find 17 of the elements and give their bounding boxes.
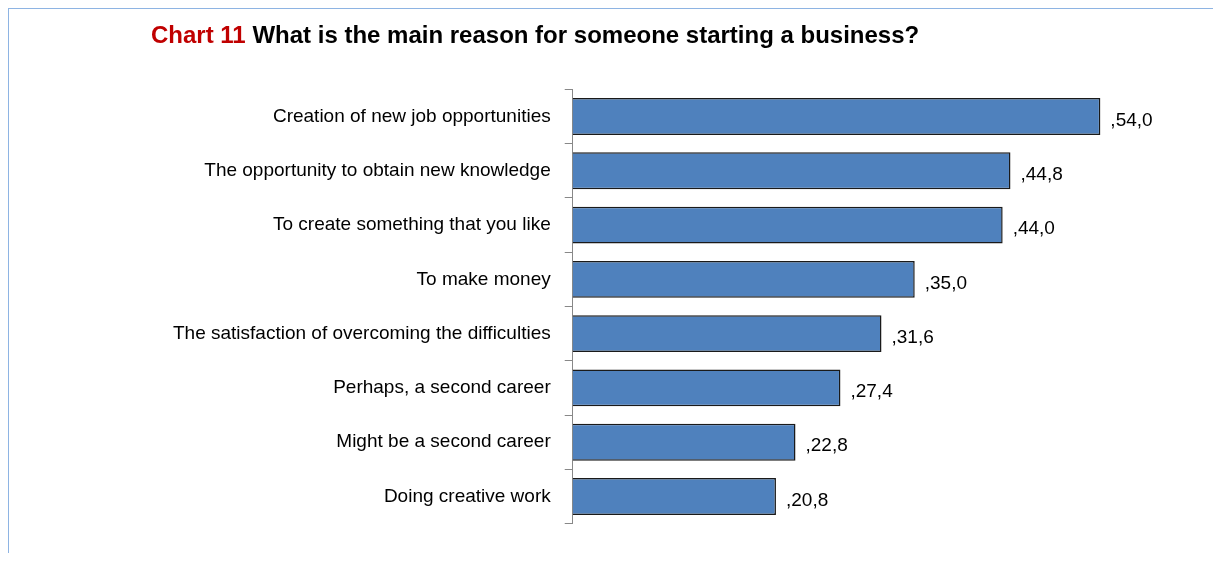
y-tick-label: To make money: [416, 267, 552, 289]
data-label: ,35,0: [924, 271, 967, 293]
data-label: ,54,0: [1110, 108, 1153, 130]
y-tick-label: The satisfaction of overcoming the difficulties: [172, 321, 551, 343]
y-tick-label: Doing creative work: [383, 484, 552, 506]
y-tick-label: Perhaps, a second career: [333, 376, 552, 398]
chart-title: Chart 11 What is the main reason for someone starting a business?: [151, 21, 920, 48]
y-tick-label: Creation of new job opportunities: [272, 104, 551, 126]
data-label: ,27,4: [850, 380, 894, 402]
data-label: ,44,8: [1020, 163, 1063, 185]
data-label: ,31,6: [891, 325, 934, 347]
data-label: ,22,8: [805, 434, 848, 456]
y-tick-label: Might be a second career: [336, 430, 552, 452]
y-tick-label: The opportunity to obtain new knowledge: [204, 159, 551, 181]
data-label: ,20,8: [785, 488, 829, 510]
y-tick-label: To create something that you like: [272, 213, 551, 235]
data-label: ,44,0: [1012, 217, 1055, 239]
